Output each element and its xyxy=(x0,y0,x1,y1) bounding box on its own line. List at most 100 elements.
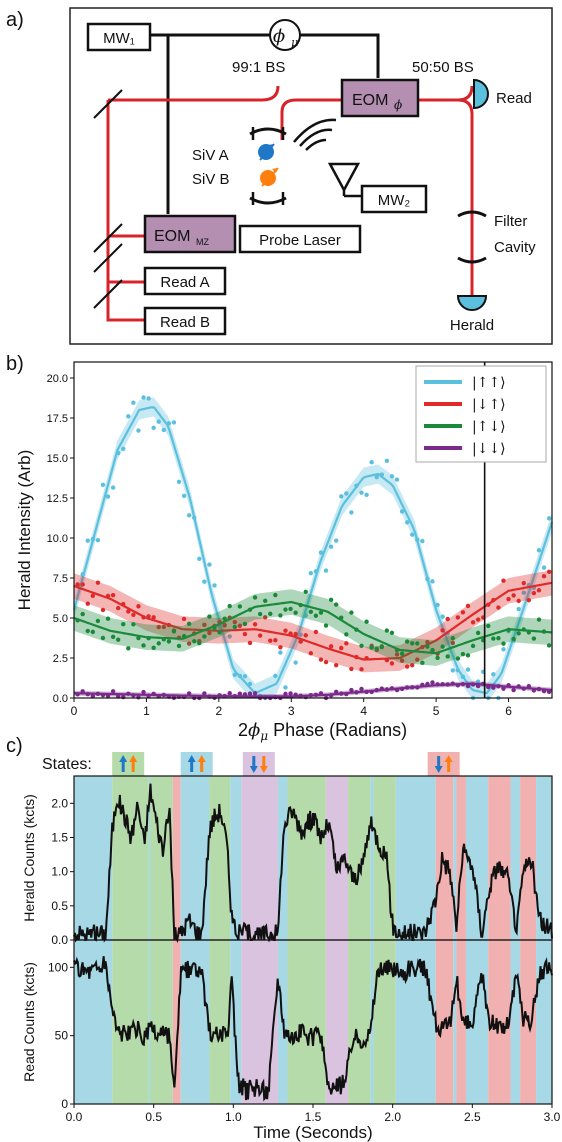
data-point xyxy=(465,653,471,658)
x-tick-label: 4 xyxy=(360,704,367,718)
herald-y-tick-label: 1.5 xyxy=(51,831,68,845)
data-point xyxy=(283,685,288,690)
data-point xyxy=(318,550,324,555)
data-point xyxy=(217,630,222,635)
data-point xyxy=(349,510,354,515)
data-point xyxy=(501,647,506,652)
data-point xyxy=(110,634,116,640)
data-point xyxy=(399,509,405,514)
series-line xyxy=(73,581,553,661)
data-point xyxy=(90,593,96,598)
data-point xyxy=(450,636,455,641)
data-point xyxy=(222,622,227,628)
data-point xyxy=(404,639,410,644)
panel-a-label: a) xyxy=(6,9,24,31)
data-point xyxy=(80,611,85,617)
data-point xyxy=(100,607,106,613)
data-point xyxy=(440,644,445,649)
read-y-tick-label: 0 xyxy=(61,1097,68,1111)
data-point xyxy=(100,635,106,641)
data-point xyxy=(359,667,364,672)
data-point xyxy=(516,598,521,604)
data-point xyxy=(546,569,552,575)
data-point xyxy=(430,680,435,685)
herald-ylabel: Herald Counts (kcts) xyxy=(21,794,37,922)
data-point xyxy=(394,652,400,657)
read-b-box xyxy=(143,306,227,336)
data-point xyxy=(415,657,420,662)
data-point xyxy=(486,623,491,629)
read-a-box xyxy=(143,266,227,296)
data-point xyxy=(359,686,364,692)
y-tick-label: 7.5 xyxy=(53,573,68,585)
data-point xyxy=(242,621,248,627)
data-point xyxy=(328,544,334,549)
read-b-label: Read B xyxy=(160,314,210,331)
bs-99-1-label: 99:1 BS xyxy=(232,59,285,76)
data-point xyxy=(222,616,227,621)
data-point xyxy=(404,664,410,669)
panel-b: b) 0.0 2.5 5.0 7.5 10.0 12.5 15.0 17.5 20.0 0 1 2 3… xyxy=(6,353,554,743)
data-point xyxy=(105,494,111,499)
data-point xyxy=(110,485,116,490)
siv-a-label: SiV A xyxy=(192,147,229,164)
panel-b-ylabel: Herald Intensity (Arb) xyxy=(15,450,34,611)
x-tick-label: 6 xyxy=(505,704,512,718)
data-point xyxy=(227,690,232,696)
data-point xyxy=(374,474,379,480)
eom-phi-label: EOM xyxy=(352,92,388,109)
data-point xyxy=(394,477,400,482)
data-point xyxy=(192,639,197,644)
mw1-label: MW₁ xyxy=(103,30,135,47)
data-point xyxy=(115,637,121,642)
data-point xyxy=(197,556,202,561)
state-chip xyxy=(112,752,145,776)
data-point xyxy=(430,647,435,653)
data-point xyxy=(475,630,481,636)
laser-paths xyxy=(106,85,474,322)
state-icons xyxy=(112,752,460,776)
data-point xyxy=(349,687,354,693)
data-point xyxy=(364,619,369,624)
states-label: States: xyxy=(42,756,92,773)
data-point xyxy=(151,645,156,651)
data-point xyxy=(232,672,237,678)
data-point xyxy=(202,622,207,628)
x-tick-label: 1.5 xyxy=(305,1110,322,1124)
data-point xyxy=(257,633,263,638)
data-point xyxy=(90,629,96,635)
herald-detector-icon xyxy=(456,295,488,311)
data-point xyxy=(278,613,283,618)
data-point xyxy=(131,622,136,627)
electrical-wiring xyxy=(150,33,380,214)
data-point xyxy=(90,693,96,699)
series-line xyxy=(73,600,553,655)
panel-b-label: b) xyxy=(6,353,24,375)
panel-a: a) MW₁ ϕ μ xyxy=(6,7,553,345)
y-tick-label: 17.5 xyxy=(47,413,68,425)
y-tick-label: 0.0 xyxy=(53,693,68,705)
data-point xyxy=(85,628,90,634)
data-point xyxy=(404,520,410,525)
panel-c-label: c) xyxy=(6,735,23,757)
data-point xyxy=(232,619,237,625)
siv-cavity xyxy=(249,127,287,205)
data-point xyxy=(323,568,329,573)
spin-arrow-head xyxy=(129,755,138,762)
x-tick-label: 1 xyxy=(143,704,150,718)
eom-phi-box xyxy=(340,78,420,118)
data-point xyxy=(460,651,466,657)
data-point xyxy=(389,630,395,635)
data-point xyxy=(546,643,552,648)
phase-symbol: ϕ xyxy=(273,26,285,47)
filter-cavity-icon xyxy=(457,210,487,264)
data-point xyxy=(501,578,506,583)
antenna-icon xyxy=(293,118,362,198)
data-point xyxy=(110,689,116,694)
data-point xyxy=(541,565,547,570)
data-point xyxy=(131,400,136,405)
data-point xyxy=(126,414,131,419)
data-point xyxy=(161,624,167,630)
probe-laser-label: Probe Laser xyxy=(259,232,341,249)
data-point xyxy=(445,654,450,659)
